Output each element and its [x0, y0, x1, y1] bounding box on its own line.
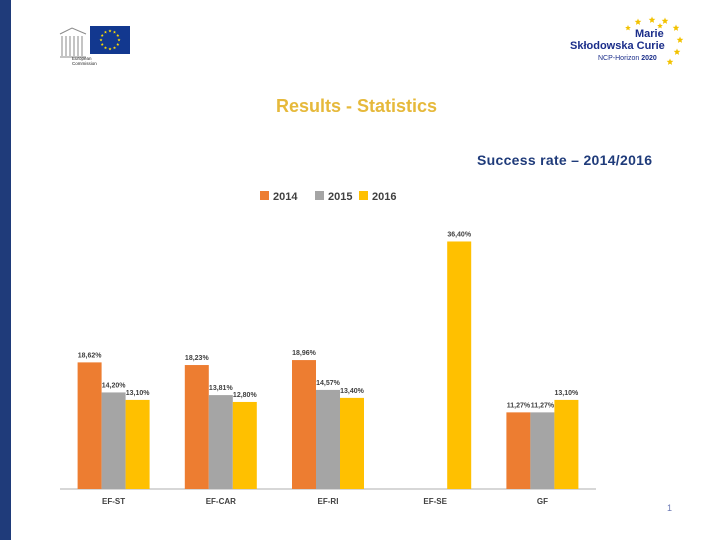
msca-logo-line3: NCP-Horizon 2020 [598, 55, 657, 62]
category-label-EF-CAR: EF-CAR [206, 497, 236, 506]
bar-EF-ST-2014 [77, 362, 102, 489]
data-label-EF-RI-2014: 18,96% [292, 350, 317, 357]
msca-ncp-horizon: Horizon [615, 55, 640, 62]
data-label-EF-ST-2014: 18,62% [78, 352, 103, 359]
chart-title: Success rate – 2014/2016 [477, 152, 653, 168]
msca-ncp-year: 2020 [641, 55, 657, 62]
bar-EF-ST-2015 [101, 392, 126, 489]
msca-ncp-prefix: NCP- [598, 55, 616, 62]
category-label-EF-ST: EF-ST [102, 497, 125, 506]
data-label-EF-CAR-2014: 18,23% [185, 355, 210, 362]
european-commission-logo: European Commission [56, 18, 136, 70]
ec-logo-text: European Commission [72, 56, 97, 66]
legend-swatch-2016 [359, 191, 368, 200]
data-label-EF-ST-2015: 14,20% [102, 382, 127, 389]
data-label-GF-2015: 11,27% [531, 402, 555, 409]
category-label-GF: GF [537, 497, 548, 506]
bar-EF-SE-2016 [447, 241, 472, 489]
data-label-EF-ST-2016: 13,10% [126, 390, 151, 397]
msca-ncp-logo: Marie Skłodowska Curie NCP-Horizon 2020 [560, 16, 690, 70]
legend-label-2016: 2016 [372, 191, 396, 203]
data-label-EF-SE-2016: 36,40% [447, 231, 472, 238]
bar-EF-ST-2016 [125, 399, 150, 489]
stars-arc-icon [625, 16, 684, 65]
data-label-GF-2014: 11,27% [507, 402, 531, 409]
bar-EF-CAR-2016 [232, 401, 257, 489]
category-label-EF-RI: EF-RI [318, 497, 339, 506]
page-title: Results - Statistics [276, 96, 438, 116]
msca-logo-line2: Skłodowska Curie [570, 40, 665, 52]
bar-EF-CAR-2014 [184, 365, 209, 489]
category-label-EF-SE: EF-SE [423, 497, 447, 506]
data-label-EF-CAR-2015: 13,81% [209, 385, 234, 392]
page-number: 1 [667, 503, 673, 513]
bar-GF-2014 [506, 412, 531, 489]
data-label-GF-2016: 13,10% [555, 390, 580, 397]
legend-label-2014: 2014 [273, 191, 298, 203]
msca-logo-line1: Marie [635, 28, 664, 40]
bar-GF-2015 [530, 412, 555, 489]
bar-EF-RI-2016 [340, 397, 364, 489]
left-accent-bar [0, 0, 11, 540]
legend-swatch-2014 [260, 191, 269, 200]
ec-building-icon [59, 27, 87, 58]
data-label-EF-RI-2016: 13,40% [340, 388, 365, 395]
bar-EF-CAR-2015 [208, 395, 233, 489]
bar-EF-RI-2015 [316, 389, 340, 489]
bar-EF-RI-2014 [292, 360, 316, 489]
legend-swatch-2015 [315, 191, 324, 200]
eu-flag-icon [90, 26, 130, 54]
data-label-EF-RI-2015: 14,57% [316, 380, 341, 387]
data-label-EF-CAR-2016: 12,80% [233, 392, 258, 399]
bar-GF-2016 [554, 399, 579, 489]
legend-label-2015: 2015 [328, 191, 352, 203]
